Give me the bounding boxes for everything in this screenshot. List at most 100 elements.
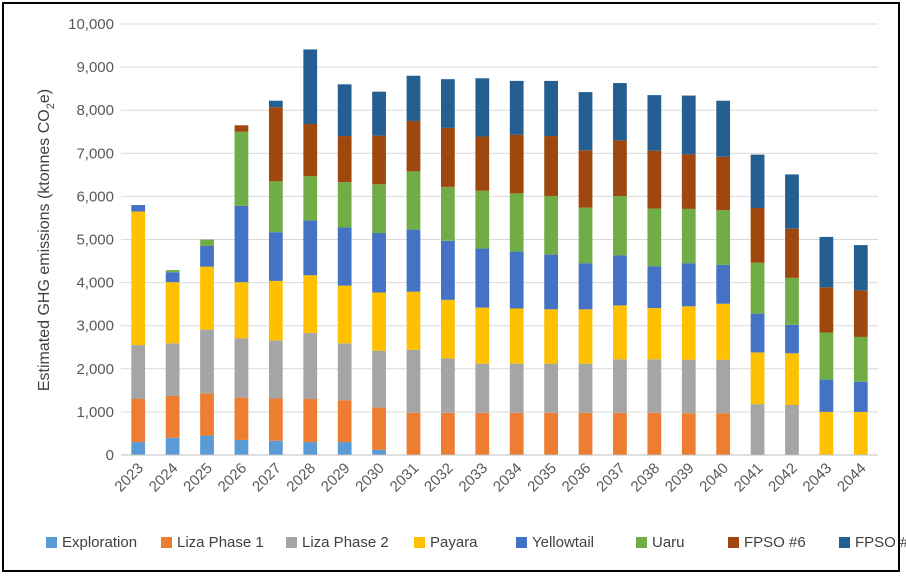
bar-segment-yellowtail: [268, 232, 283, 281]
bar-segment-payara: [578, 309, 593, 364]
bar-segment-liza-phase-1: [716, 413, 731, 455]
y-tick-label: 9,000: [76, 59, 114, 76]
bar-segment-uaru: [303, 176, 318, 221]
bar-segment-fpso-6: [681, 154, 696, 209]
bar-segment-exploration: [200, 435, 214, 455]
legend-item: Payara: [414, 534, 478, 551]
bar-segment-uaru: [681, 208, 696, 264]
bar-segment-liza-phase-1: [234, 397, 249, 440]
y-axis-ticks: 0 1,000 2,000 3,000 4,000 5,000 6,000 7,000 8,00…: [68, 16, 114, 464]
bar-segment-uaru: [509, 193, 524, 252]
bar-segment-fpso-6: [578, 150, 593, 208]
legend-swatch: [414, 537, 425, 548]
bar-segment-exploration: [234, 439, 249, 455]
bar-segment-fpso-6: [268, 107, 283, 182]
bar-segment-liza-phase-1: [337, 400, 352, 443]
x-tick-label: 2027: [249, 460, 285, 496]
bar-segment-payara: [681, 306, 696, 360]
bar-segment-uaru: [372, 184, 386, 234]
bar-segment-payara: [509, 308, 524, 364]
x-tick-label: 2031: [387, 460, 423, 496]
bar-segment-liza-phase-1: [544, 412, 558, 455]
legend-label: Exploration: [62, 534, 137, 551]
legend-swatch: [46, 537, 57, 548]
bar-segment-yellowtail: [200, 245, 214, 267]
bar-segment-fpso-7: [647, 95, 662, 151]
bar-segment-liza-phase-2: [544, 363, 558, 413]
bar-segment-liza-phase-2: [750, 404, 765, 455]
bar-segment-fpso-7: [268, 100, 283, 108]
bar-segment-fpso-7: [853, 245, 868, 291]
bar-segment-payara: [165, 282, 180, 344]
bar-segment-fpso-7: [716, 100, 731, 157]
bar-segment-fpso-6: [234, 125, 249, 132]
bar-segment-fpso-7: [819, 236, 834, 288]
bar-segment-uaru: [234, 131, 249, 206]
bar-segment-uaru: [819, 332, 834, 380]
bar-segment-fpso-6: [509, 134, 524, 194]
bar-segment-liza-phase-2: [441, 358, 455, 413]
bar-segment-uaru: [750, 262, 765, 314]
y-tick-label: 1,000: [76, 404, 114, 421]
x-tick-label: 2041: [731, 460, 767, 496]
x-tick-label: 2030: [352, 460, 388, 496]
bar-segment-liza-phase-1: [372, 407, 386, 450]
y-tick-label: 10,000: [68, 16, 114, 33]
bar-segment-payara: [475, 307, 490, 364]
bar-segment-payara: [131, 211, 146, 346]
y-tick-label: 6,000: [76, 188, 114, 205]
bar-segment-payara: [544, 309, 558, 364]
bar-segment-yellowtail: [853, 381, 868, 412]
bar-segment-payara: [613, 305, 627, 360]
bar-segment-uaru: [544, 195, 558, 255]
legend-item: Liza Phase 2: [286, 534, 389, 551]
bar-segment-payara: [268, 280, 283, 341]
bar-segment-payara: [647, 308, 662, 360]
bar-segment-fpso-6: [647, 150, 662, 209]
bar-segment-fpso-7: [785, 174, 799, 229]
bar-segment-yellowtail: [578, 263, 593, 310]
legend-label: Uaru: [652, 534, 685, 551]
legend-swatch: [516, 537, 527, 548]
bar-segment-payara: [853, 411, 868, 455]
bar-segment-exploration: [337, 442, 352, 455]
y-tick-label: 4,000: [76, 275, 114, 292]
bar-segment-yellowtail: [303, 220, 318, 276]
y-tick-label: 5,000: [76, 232, 114, 249]
bar-segment-liza-phase-2: [509, 363, 524, 413]
bar-segment-yellowtail: [681, 263, 696, 307]
bar-segment-yellowtail: [406, 229, 421, 292]
bar-segment-liza-phase-2: [268, 340, 283, 399]
bar-segment-yellowtail: [475, 248, 490, 308]
bar-segment-liza-phase-2: [303, 333, 318, 399]
bar-segment-liza-phase-1: [200, 393, 214, 436]
bar-segment-fpso-6: [544, 136, 558, 196]
bar-segment-fpso-7: [544, 80, 558, 137]
x-tick-label: 2040: [696, 460, 732, 496]
bar-segment-fpso-7: [750, 154, 765, 209]
bar-segment-liza-phase-2: [200, 329, 214, 394]
bar-segment-fpso-7: [337, 84, 352, 137]
bar-segment-liza-phase-1: [475, 412, 490, 455]
bar-segment-liza-phase-2: [475, 363, 490, 413]
bar-segment-liza-phase-2: [578, 363, 593, 413]
legend-label: Liza Phase 1: [177, 534, 264, 551]
bar-segment-yellowtail: [165, 272, 180, 283]
bar-segment-payara: [819, 411, 834, 455]
bar-segment-uaru: [785, 277, 799, 325]
bar-segment-fpso-6: [441, 127, 455, 187]
bar-segment-fpso-6: [406, 120, 421, 172]
legend-swatch: [636, 537, 647, 548]
bar-segment-yellowtail: [131, 205, 146, 212]
bar-segment-liza-phase-2: [372, 350, 386, 408]
bar-segment-liza-phase-2: [613, 359, 627, 413]
x-tick-label: 2025: [180, 460, 216, 496]
bar-segment-payara: [406, 291, 421, 350]
x-tick-label: 2042: [765, 460, 801, 496]
bar-segment-uaru: [475, 190, 490, 249]
legend-item: Exploration: [46, 534, 137, 551]
y-tick-label: 3,000: [76, 318, 114, 335]
bar-segment-yellowtail: [234, 205, 249, 283]
bar-segment-liza-phase-1: [165, 395, 180, 438]
